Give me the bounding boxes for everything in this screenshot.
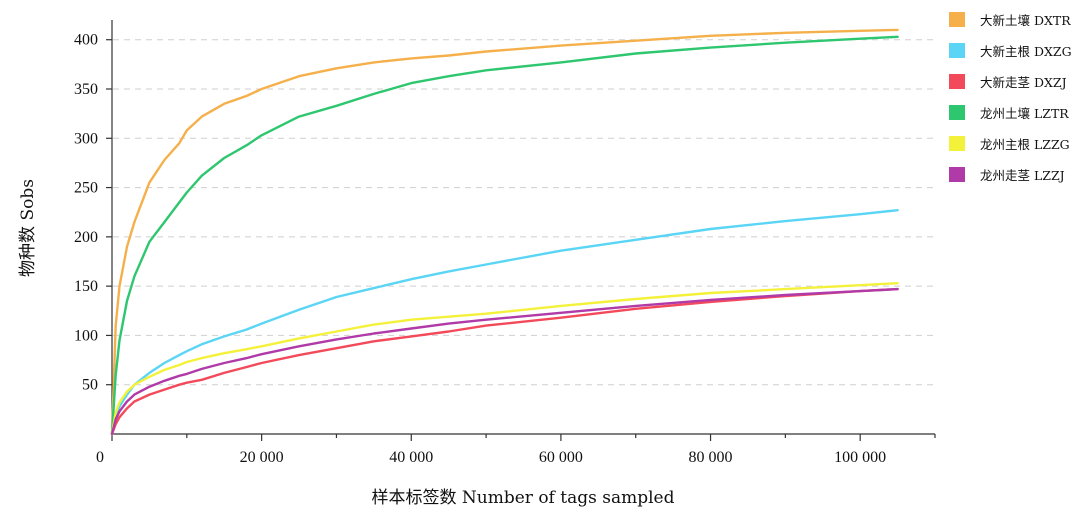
legend-swatch [949,167,965,182]
y-tick-label: 100 [74,327,98,344]
legend-swatch [949,12,965,27]
series-line [110,28,899,436]
legend-swatch [949,136,965,151]
tick-marks-and-labels: 50 100 150 200 250 300 350 400 0 20 000 40 000 60 0… [74,32,936,466]
series-lines [110,28,899,436]
axes [111,20,935,435]
x-tick-label: 20 000 [240,449,284,466]
legend-label: 大新走茎 DXZJ [980,75,1067,90]
x-tick-label: 40 000 [389,449,433,466]
legend-label: 大新土壤 DXTR [980,13,1071,28]
x-tick-label: 80 000 [689,449,733,466]
x-tick-label: 60 000 [539,449,583,466]
series-line [110,287,899,436]
legend-label: 大新主根 DXZG [980,44,1072,59]
y-tick-label: 300 [74,130,98,147]
y-tick-label: 150 [74,278,98,295]
legend: 大新土壤 DXTR 大新主根 DXZG 大新走茎 DXZJ 龙州土壤 LZTR 龙州主根… [949,12,1072,183]
x-tick-label: 100 000 [834,449,886,466]
series-line [110,282,899,436]
legend-swatch [949,105,965,120]
series-line [110,208,899,436]
y-tick-label: 400 [74,32,98,49]
y-tick-label: 200 [74,229,98,246]
legend-swatch [949,43,965,58]
y-tick-label: 250 [74,180,98,197]
x-axis-title: 样本标签数 Number of tags sampled [372,488,675,508]
y-tick-label: 350 [74,81,98,98]
legend-label: 龙州土壤 LZTR [980,106,1069,121]
grid-lines [113,39,935,386]
legend-label: 龙州走茎 LZZJ [980,168,1065,183]
series-line [110,35,899,436]
y-axis-title: 物种数 Sobs [18,179,38,277]
legend-swatch [949,74,965,89]
series-line [110,287,899,436]
legend-label: 龙州主根 LZZG [980,137,1070,152]
x-tick-label: 0 [96,449,104,466]
y-tick-label: 50 [82,377,98,394]
